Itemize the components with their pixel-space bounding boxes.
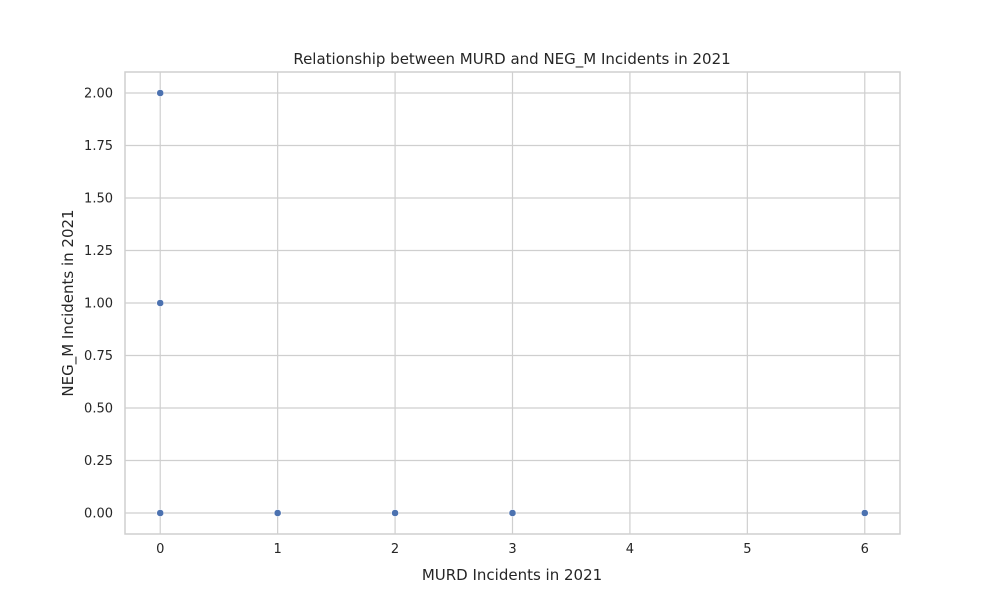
data-point (860, 509, 869, 517)
y-tick-label: 1.75 (84, 139, 113, 154)
y-tick-label: 2.00 (84, 87, 113, 102)
x-tick-label: 0 (156, 542, 164, 557)
x-axis-label: MURD Incidents in 2021 (422, 566, 602, 584)
y-tick-labels: 0.00 0.25 0.50 0.75 1.00 1.25 1.50 1.75 2.00 (84, 87, 113, 522)
x-tick-label: 3 (508, 542, 516, 557)
y-tick-label: 0.00 (84, 507, 113, 522)
x-tick-label: 1 (274, 542, 282, 557)
grid-lines (125, 72, 900, 534)
x-tick-label: 2 (391, 542, 399, 557)
y-tick-label: 0.50 (84, 402, 113, 417)
y-axis-label: NEG_M Incidents in 2021 (59, 209, 78, 396)
data-point (391, 509, 399, 517)
x-tick-label: 5 (743, 542, 751, 557)
plot-frame (124, 71, 901, 535)
data-points (156, 89, 869, 517)
data-point (273, 509, 282, 517)
x-tick-labels: 0 1 2 3 4 5 6 (156, 542, 869, 557)
x-tick-label: 4 (626, 542, 634, 557)
y-tick-label: 1.25 (84, 244, 113, 259)
y-tick-label: 1.00 (84, 297, 113, 312)
y-tick-label: 0.75 (84, 349, 113, 364)
y-tick-label: 0.25 (84, 454, 113, 469)
data-point (156, 89, 165, 97)
data-point (156, 299, 165, 307)
chart-title: Relationship between MURD and NEG_M Inci… (293, 50, 730, 69)
data-point (508, 509, 517, 517)
y-tick-label: 1.50 (84, 192, 113, 207)
data-point (156, 509, 165, 517)
x-tick-label: 6 (861, 542, 869, 557)
